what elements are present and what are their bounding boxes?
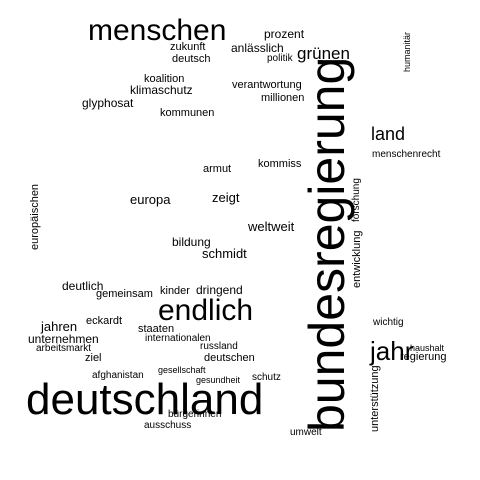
word-entwicklung: entwicklung — [351, 230, 363, 288]
word-kommunen: kommunen — [160, 107, 215, 119]
word-anlaesslich: anlässlich — [231, 41, 284, 55]
word-jahr: jahr — [370, 336, 414, 366]
word-land: land — [371, 124, 406, 144]
word-europaeischen: europäischen — [29, 183, 41, 250]
word-internationalen: internationalen — [145, 333, 211, 344]
word-ziel: ziel — [85, 352, 102, 364]
word-schmidt: schmidt — [202, 246, 247, 261]
word-deutschland: deutschland — [26, 375, 264, 424]
word-haushalt: haushalt — [410, 343, 445, 353]
word-umwelt: umwelt — [290, 427, 322, 438]
word-kinder: kinder — [160, 285, 190, 297]
word-regierung: regierung — [400, 351, 447, 363]
word-glyphosat: glyphosat — [82, 96, 134, 110]
word-menschen: menschen — [88, 14, 227, 47]
word-armut: armut — [203, 163, 232, 175]
word-endlich: endlich — [158, 294, 254, 327]
word-deutschen: deutschen — [204, 352, 255, 364]
word-zukunft: zukunft — [170, 41, 206, 53]
word-gemeinsam: gemeinsam — [96, 288, 153, 300]
word-gesundheit: gesundheit — [196, 375, 241, 385]
word-forschung: forschung — [351, 178, 362, 222]
word-unterstuetzung: unterstützung — [369, 365, 381, 432]
word-verantwortung: verantwortung — [232, 79, 302, 91]
word-koalition: koalition — [144, 73, 185, 85]
word-zeigt: zeigt — [212, 190, 240, 205]
word-wichtig: wichtig — [373, 317, 404, 328]
word-politik: politik — [267, 53, 293, 64]
word-dringend: dringend — [196, 283, 243, 297]
word-ausschuss: ausschuss — [144, 420, 192, 431]
word-eckardt: eckardt — [86, 315, 123, 327]
word-jahren: jahren — [41, 319, 78, 334]
word-russland: russland — [200, 341, 238, 352]
word-afghanistan: afghanistan — [92, 370, 144, 381]
word-bildung: bildung — [172, 235, 211, 249]
word-europa: europa — [130, 192, 171, 207]
word-bundesregierung: bundesregierung — [299, 56, 355, 432]
word-deutsch: deutsch — [172, 53, 211, 65]
word-weltweit: weltweit — [248, 219, 295, 234]
word-schutz: schutz — [252, 372, 281, 383]
word-deutlich: deutlich — [62, 279, 104, 293]
word-humanitaer: humanitär — [402, 31, 412, 72]
word-menschenrecht: menschenrecht — [372, 149, 441, 160]
word-kommiss: kommiss — [258, 158, 302, 170]
word-staaten: staaten — [138, 323, 175, 335]
word-prozent: prozent — [264, 27, 305, 41]
word-millionen: millionen — [261, 92, 305, 104]
word-arbeitsmarkt: arbeitsmarkt — [36, 343, 92, 354]
word-unternehmen: unternehmen — [28, 332, 99, 346]
word-buergerinnen: bürgerinnen — [168, 409, 222, 420]
word-gruenen: grünen — [297, 44, 350, 63]
word-klimaschutz: klimaschutz — [130, 83, 193, 97]
word-gesellschaft: gesellschaft — [158, 365, 206, 375]
